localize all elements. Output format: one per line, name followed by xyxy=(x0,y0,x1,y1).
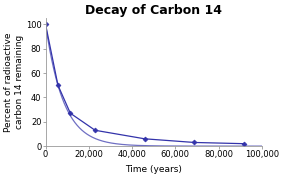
X-axis label: Time (years): Time (years) xyxy=(125,165,182,174)
Y-axis label: Percent of radioactive
carbon 14 remaining: Percent of radioactive carbon 14 remaini… xyxy=(4,32,24,132)
Title: Decay of Carbon 14: Decay of Carbon 14 xyxy=(85,4,222,17)
